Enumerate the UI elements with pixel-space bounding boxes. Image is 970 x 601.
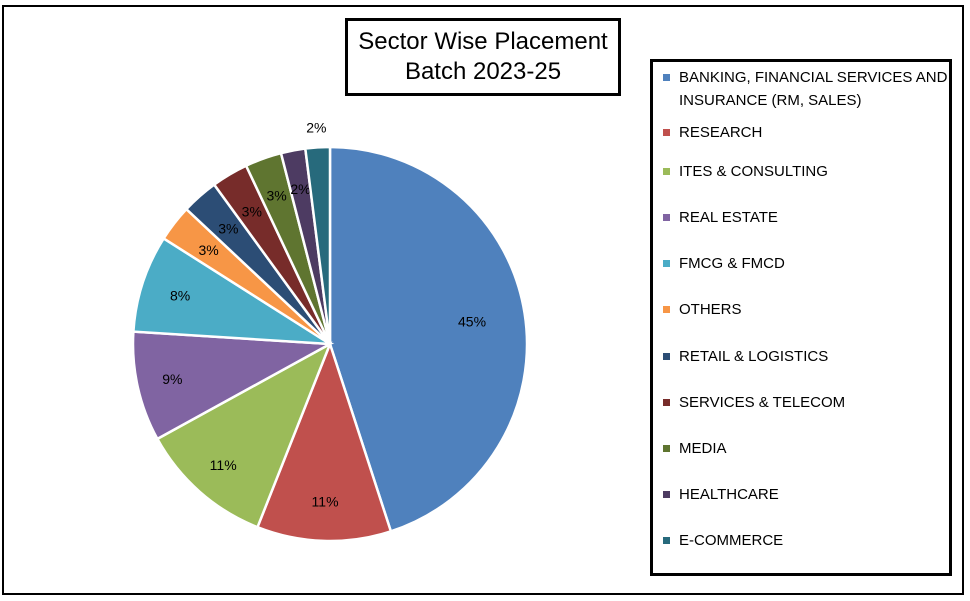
legend-swatch	[663, 306, 670, 313]
legend-label: OTHERS	[679, 301, 742, 318]
legend-label: RESEARCH	[679, 124, 763, 141]
slice-data-label: 3%	[198, 242, 218, 258]
legend-label: REAL ESTATE	[679, 209, 778, 226]
pie-slice	[155, 341, 333, 529]
legend-entry: RETAIL & LOGISTICS	[663, 345, 948, 368]
pie-slice	[255, 340, 393, 543]
legend-entry: OTHERS	[663, 298, 948, 321]
slice-data-label: 8%	[170, 287, 190, 303]
slice-data-label: 3%	[242, 204, 262, 220]
slice-data-label: 3%	[218, 221, 238, 237]
legend-swatch	[663, 353, 670, 360]
legend-swatch	[663, 491, 670, 498]
chart-title-line-1: Sector Wise Placement	[358, 28, 608, 55]
legend-entry: MEDIA	[663, 437, 948, 460]
legend-label: MEDIA	[679, 440, 727, 457]
pie-slice	[303, 145, 332, 345]
slice-data-label: 2%	[290, 181, 310, 197]
slice-data-label: 9%	[162, 371, 182, 387]
pie-slice	[132, 236, 331, 346]
slice-data-label: 11%	[312, 494, 339, 510]
legend-entry: E-COMMERCE	[663, 529, 948, 552]
legend-entry: SERVICES & TELECOM	[663, 391, 948, 414]
pie-slice	[328, 145, 529, 533]
legend-entry: BANKING, FINANCIAL SERVICES AND INSURANC…	[663, 66, 948, 112]
legend: BANKING, FINANCIAL SERVICES AND INSURANC…	[650, 59, 952, 576]
legend-swatch	[663, 214, 670, 221]
slice-data-label: 3%	[266, 188, 286, 204]
legend-label: HEALTHCARE	[679, 486, 779, 503]
legend-swatch	[663, 537, 670, 544]
legend-entry: RESEARCH	[663, 121, 948, 144]
legend-label: BANKING, FINANCIAL SERVICES AND INSURANC…	[679, 69, 948, 109]
legend-label: E-COMMERCE	[679, 532, 784, 549]
legend-swatch	[663, 445, 670, 452]
legend-label: RETAIL & LOGISTICS	[679, 348, 829, 365]
slice-data-label: 2%	[306, 120, 326, 136]
legend-swatch	[663, 74, 670, 81]
legend-entry: ITES & CONSULTING	[663, 160, 948, 183]
pie-slice	[131, 330, 335, 441]
slice-data-label: 11%	[210, 457, 237, 473]
chart-title-line-2: Batch 2023-25	[404, 58, 562, 85]
legend-swatch	[663, 399, 670, 406]
chart-title: Sector Wise Placement Batch 2023-25	[345, 18, 621, 96]
legend-entry: REAL ESTATE	[663, 206, 948, 229]
legend-swatch	[663, 260, 670, 267]
legend-label: ITES & CONSULTING	[679, 163, 828, 180]
slice-data-label: 45%	[458, 314, 486, 330]
legend-entry: HEALTHCARE	[663, 483, 948, 506]
legend-entry: FMCG & FMCD	[663, 252, 948, 275]
legend-swatch	[663, 129, 670, 136]
legend-swatch	[663, 168, 670, 175]
legend-label: SERVICES & TELECOM	[679, 394, 846, 411]
legend-label: FMCG & FMCD	[679, 255, 785, 272]
